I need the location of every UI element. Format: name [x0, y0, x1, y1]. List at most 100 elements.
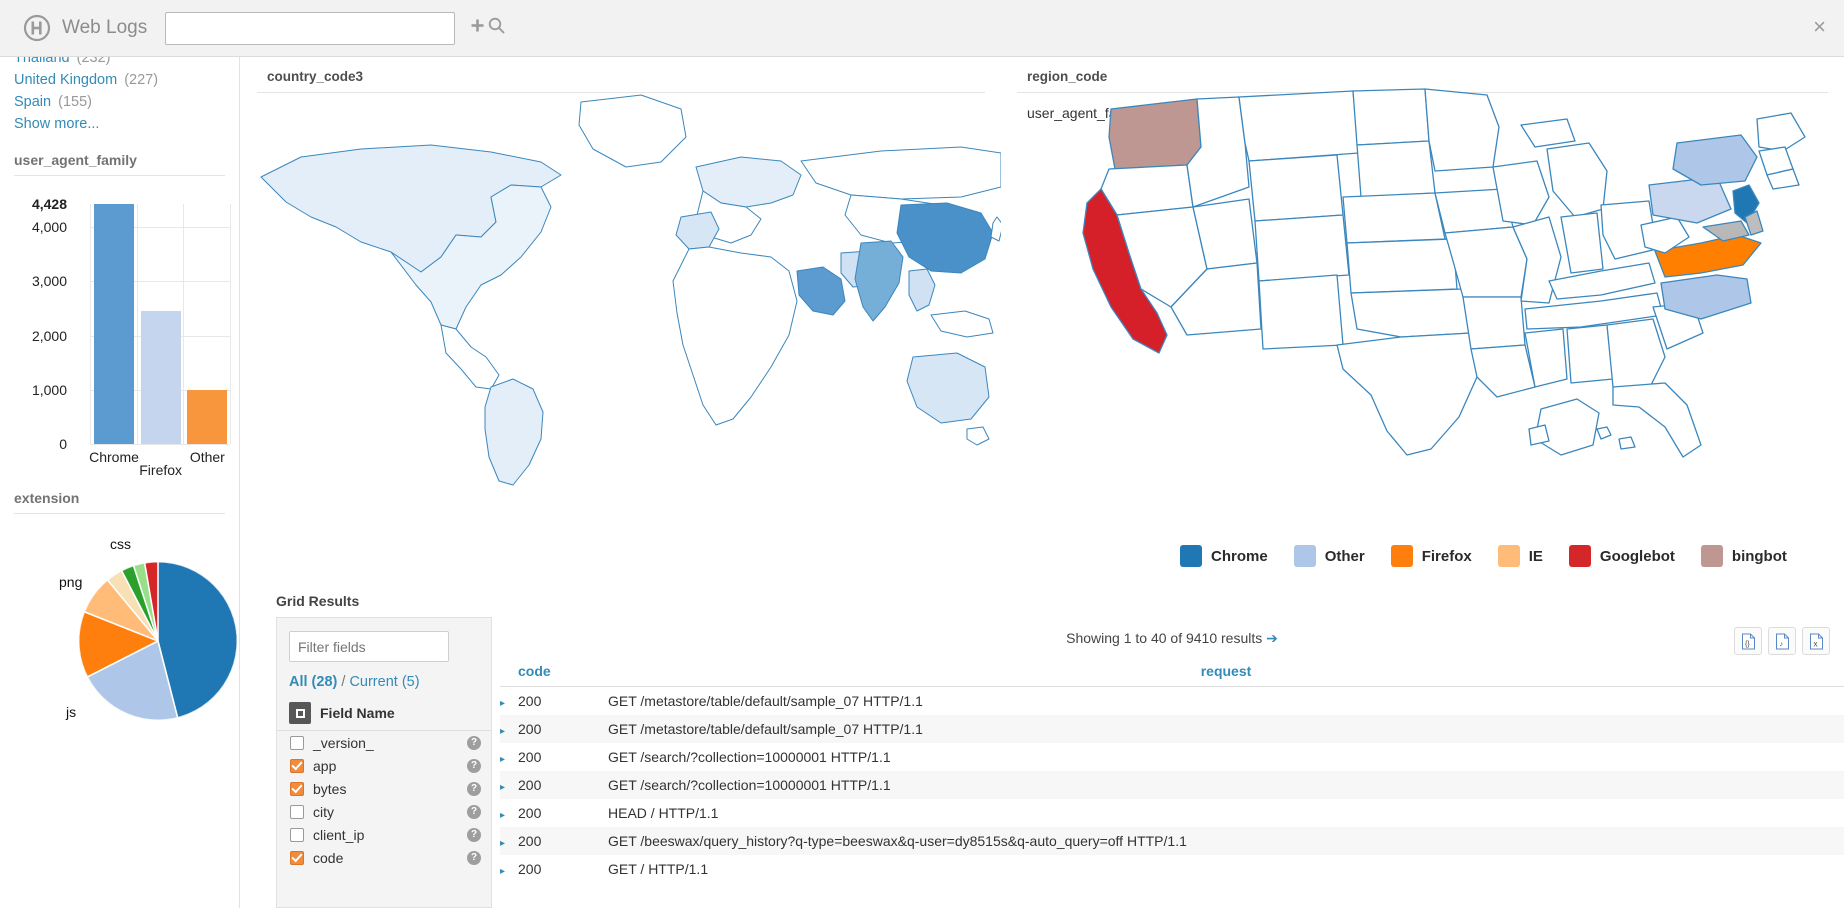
legend-swatch	[1180, 545, 1202, 567]
facet-label[interactable]: United Kingdom	[14, 72, 118, 88]
legend-item-firefox[interactable]: Firefox	[1390, 545, 1472, 567]
gridline	[136, 204, 138, 444]
world-choropleth-map[interactable]	[241, 57, 1001, 487]
y-axis-tick-label: 2,000	[31, 327, 67, 344]
field-checkbox[interactable]	[290, 804, 304, 819]
us-states-choropleth-map[interactable]	[1001, 57, 1844, 487]
legend-item-googlebot[interactable]: Googlebot	[1568, 545, 1675, 567]
th-code[interactable]: code	[518, 659, 608, 687]
table-row[interactable]: ▸ 200 GET /search/?collection=10000001 HTT…	[500, 743, 1844, 771]
legend-item-bingbot[interactable]: bingbot	[1700, 545, 1787, 567]
field-row-client-ip[interactable]: client_ip?	[277, 823, 491, 846]
facet-title-user-agent-family: user_agent_family	[14, 134, 225, 176]
legend-swatch	[1568, 545, 1591, 567]
field-checkbox[interactable]	[290, 850, 304, 865]
expand-row-icon[interactable]: ▸	[500, 810, 506, 821]
facet-label[interactable]: Spain	[14, 94, 52, 110]
field-row-bytes[interactable]: bytes?	[277, 777, 491, 800]
hue-logo-icon	[22, 13, 52, 43]
table-row[interactable]: ▸ 200 GET /metastore/table/default/sample_…	[500, 715, 1844, 743]
y-axis-tick-label: 0	[59, 436, 67, 452]
maps-row: country_code3	[241, 57, 1844, 487]
field-checkbox[interactable]	[290, 735, 304, 750]
list-item[interactable]: United Kingdom (227)	[14, 69, 225, 91]
legend-item-chrome[interactable]: Chrome	[1180, 545, 1268, 567]
expand-row-icon[interactable]: ▸	[500, 782, 506, 793]
show-more-link[interactable]: Show more...	[14, 116, 100, 132]
pie-slices	[79, 562, 237, 720]
search-actions	[469, 16, 506, 40]
results-count: Showing 1 to 40 of 9410 results ➔	[500, 617, 1844, 659]
help-icon[interactable]: ?	[467, 781, 481, 796]
select-all-checkbox[interactable]	[289, 702, 311, 724]
table-row[interactable]: ▸ 200 GET /metastore/table/default/sample_…	[500, 687, 1844, 716]
bar-firefox[interactable]	[140, 311, 181, 444]
export-excel-icon[interactable]: x	[1802, 627, 1830, 655]
page-title: Web Logs	[62, 17, 148, 38]
table-header-row: code request	[500, 659, 1844, 687]
bar-chrome[interactable]	[94, 204, 134, 444]
help-icon[interactable]: ?	[467, 850, 481, 865]
expand-row-icon[interactable]: ▸	[500, 698, 506, 709]
field-label: client_ip	[313, 826, 365, 843]
tab-current-fields[interactable]: Current (5)	[349, 674, 420, 690]
pie-label-png: png	[59, 574, 83, 590]
tab-separator: /	[337, 674, 350, 690]
facet-title-extension: extension	[14, 472, 225, 514]
field-checkbox[interactable]	[290, 827, 304, 842]
list-item[interactable]: Spain (155)	[14, 91, 225, 113]
help-icon[interactable]: ?	[467, 804, 481, 819]
export-xml-icon[interactable]: ♪	[1768, 627, 1796, 655]
facet-count: (232)	[76, 57, 111, 66]
table-row[interactable]: ▸ 200 HEAD / HTTP/1.1	[500, 799, 1844, 827]
expand-row-icon[interactable]: ▸	[500, 754, 506, 765]
field-label: city	[313, 803, 334, 820]
results-table: code request ▸ 200 GET /metastore/table/de…	[500, 659, 1844, 883]
search-icon[interactable]	[487, 16, 506, 40]
field-label: code	[313, 849, 344, 866]
bar-peak-value-label: 4,428	[31, 196, 67, 212]
table-row[interactable]: ▸ 200 GET /search/?collection=10000001 HTT…	[500, 771, 1844, 799]
legend-label: Firefox	[1421, 547, 1472, 565]
tab-all-fields[interactable]: All (28)	[289, 674, 338, 690]
facet-label[interactable]: Thailand	[14, 57, 70, 66]
facet-count: (227)	[124, 72, 159, 88]
table-row[interactable]: ▸ 200 GET /beeswax/query_history?q-type=be…	[500, 827, 1844, 855]
th-expand	[500, 659, 518, 687]
field-row-code[interactable]: code?	[277, 846, 491, 869]
legend-item-other[interactable]: Other	[1293, 545, 1365, 567]
field-checkbox[interactable]	[290, 781, 304, 796]
filter-fields-input[interactable]	[289, 631, 449, 662]
close-icon[interactable]: ×	[1813, 14, 1826, 39]
field-name-header[interactable]: Field Name	[277, 698, 491, 731]
help-icon[interactable]: ?	[467, 735, 481, 750]
field-row-city[interactable]: city?	[277, 800, 491, 823]
next-page-arrow[interactable]: ➔	[1266, 630, 1278, 646]
expand-row-icon[interactable]: ▸	[500, 866, 506, 877]
field-checkbox[interactable]	[290, 758, 304, 773]
x-axis-label-other: Other	[189, 449, 225, 465]
plus-icon[interactable]	[469, 17, 486, 39]
table-row[interactable]: ▸ 200 GET / HTTP/1.1	[500, 855, 1844, 883]
field-label: app	[313, 757, 337, 774]
search-input[interactable]	[165, 11, 456, 45]
expand-row-icon[interactable]: ▸	[500, 838, 506, 849]
th-request[interactable]: request	[608, 659, 1844, 687]
grid-results-title: Grid Results	[276, 593, 360, 609]
field-row-app[interactable]: app?	[277, 754, 491, 777]
help-icon[interactable]: ?	[467, 827, 481, 842]
legend-label: Other	[1324, 547, 1365, 565]
list-item[interactable]: Thailand (232)	[14, 57, 225, 69]
gridline	[90, 204, 91, 444]
cell-request: GET /metastore/table/default/sample_07 H…	[608, 693, 923, 709]
field-row--version-[interactable]: _version_?	[277, 731, 491, 754]
help-icon[interactable]: ?	[467, 758, 481, 773]
cell-code: 200	[518, 693, 542, 709]
bar-other[interactable]	[187, 389, 228, 444]
cell-request: GET /metastore/table/default/sample_07 H…	[608, 715, 1844, 743]
export-json-icon[interactable]: {}	[1734, 627, 1762, 655]
field-label: bytes	[313, 780, 347, 797]
pie-label-css: css	[110, 536, 131, 552]
expand-row-icon[interactable]: ▸	[500, 726, 506, 737]
legend-item-ie[interactable]: IE	[1497, 545, 1543, 567]
